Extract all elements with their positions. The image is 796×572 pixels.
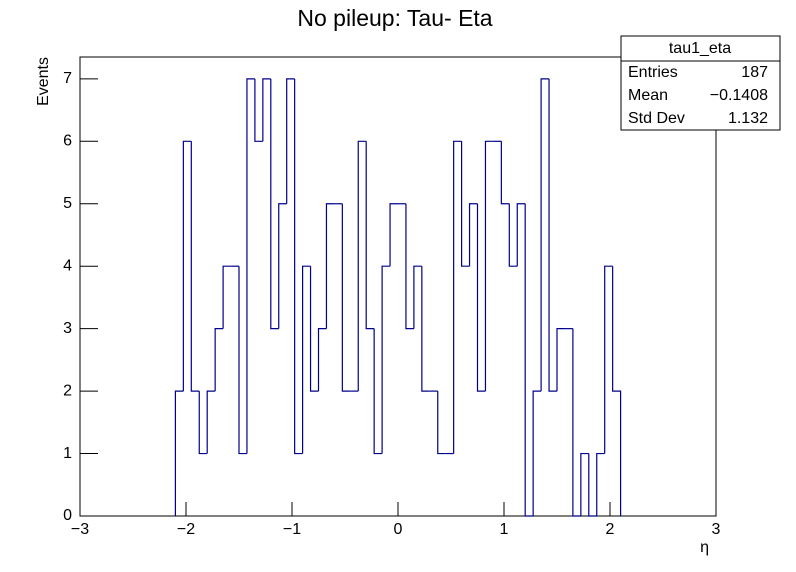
stats-key: Std Dev xyxy=(628,110,685,127)
histogram-bin xyxy=(516,203,526,267)
stats-value: 187 xyxy=(741,64,768,81)
histogram-bin xyxy=(182,140,192,392)
y-tick-label: 7 xyxy=(63,70,72,87)
histogram-bin xyxy=(389,203,398,267)
histogram-bin xyxy=(373,328,383,455)
histogram-bin xyxy=(309,266,319,392)
x-tick-label: −2 xyxy=(177,521,195,538)
histogram-bin xyxy=(572,328,581,517)
histogram-bin xyxy=(238,266,247,455)
histogram-bin xyxy=(190,141,200,392)
histogram-bin xyxy=(286,78,295,204)
stats-value: 1.132 xyxy=(728,110,768,127)
histogram-bin xyxy=(214,328,224,392)
x-tick-label: 3 xyxy=(712,521,721,538)
x-tick-label: −3 xyxy=(71,521,89,538)
histogram-bin xyxy=(548,78,557,392)
stats-title: tau1_eta xyxy=(669,40,731,57)
histogram-bin xyxy=(532,390,542,516)
x-tick-label: −1 xyxy=(283,521,301,538)
y-tick-label: 4 xyxy=(63,257,72,274)
histogram-bin xyxy=(556,328,565,392)
y-tick-label: 3 xyxy=(63,320,72,337)
histogram-bin xyxy=(461,141,470,267)
y-tick-label: 6 xyxy=(63,133,72,150)
histogram-bin xyxy=(381,265,391,454)
y-axis-label: Events xyxy=(35,57,52,106)
stats-frame xyxy=(620,35,781,131)
histogram-bin xyxy=(476,203,486,392)
histogram-bin xyxy=(604,265,613,454)
histogram-bin xyxy=(254,78,263,142)
histogram-bin xyxy=(484,140,494,392)
histogram-bin xyxy=(413,265,422,329)
x-tick-label: 2 xyxy=(606,521,615,538)
histogram-bin xyxy=(278,203,287,329)
histogram-bin xyxy=(405,203,414,330)
histogram-bin xyxy=(365,141,375,330)
histogram-bin xyxy=(612,266,622,516)
histogram-bin xyxy=(174,390,184,516)
x-tick-label: 0 xyxy=(394,521,403,538)
y-tick-label: 0 xyxy=(63,507,72,524)
histogram-bin xyxy=(246,78,255,454)
histogram-bin xyxy=(580,452,589,516)
histogram-bin xyxy=(198,391,208,455)
histogram-bin xyxy=(270,78,279,330)
histogram-bin xyxy=(500,141,510,205)
histogram-bin xyxy=(588,453,597,517)
y-tick-label: 2 xyxy=(63,382,72,399)
histogram-bin xyxy=(437,391,446,455)
histogram-bin xyxy=(508,203,518,267)
y-tick-label: 5 xyxy=(63,195,72,212)
histogram-bin xyxy=(421,266,430,392)
histogram-bin xyxy=(325,203,335,329)
histogram-bin xyxy=(540,78,550,392)
histogram-bin xyxy=(524,203,534,517)
histogram-bin xyxy=(206,390,216,454)
histogram-bin xyxy=(262,78,271,142)
x-axis-label: η xyxy=(700,539,709,556)
y-tick-label: 1 xyxy=(63,445,72,462)
histogram-bin xyxy=(468,203,478,267)
chart-title: No pileup: Tau- Eta xyxy=(297,5,492,31)
histogram-bin xyxy=(222,265,232,329)
x-tick-label: 1 xyxy=(500,521,509,538)
histogram-bin xyxy=(317,328,327,392)
stats-key: Mean xyxy=(628,87,668,104)
histogram-bin xyxy=(302,265,311,454)
histogram-bin xyxy=(453,140,462,454)
histogram-bin xyxy=(357,140,367,392)
histogram-bin xyxy=(596,452,605,516)
stats-key: Entries xyxy=(628,64,678,81)
stats-value: −0.1408 xyxy=(710,87,768,104)
histogram-bin xyxy=(294,78,303,455)
histogram-bin xyxy=(341,203,351,392)
stats-box: tau1_eta Entries 187 Mean −0.1408 Std De… xyxy=(620,35,781,131)
